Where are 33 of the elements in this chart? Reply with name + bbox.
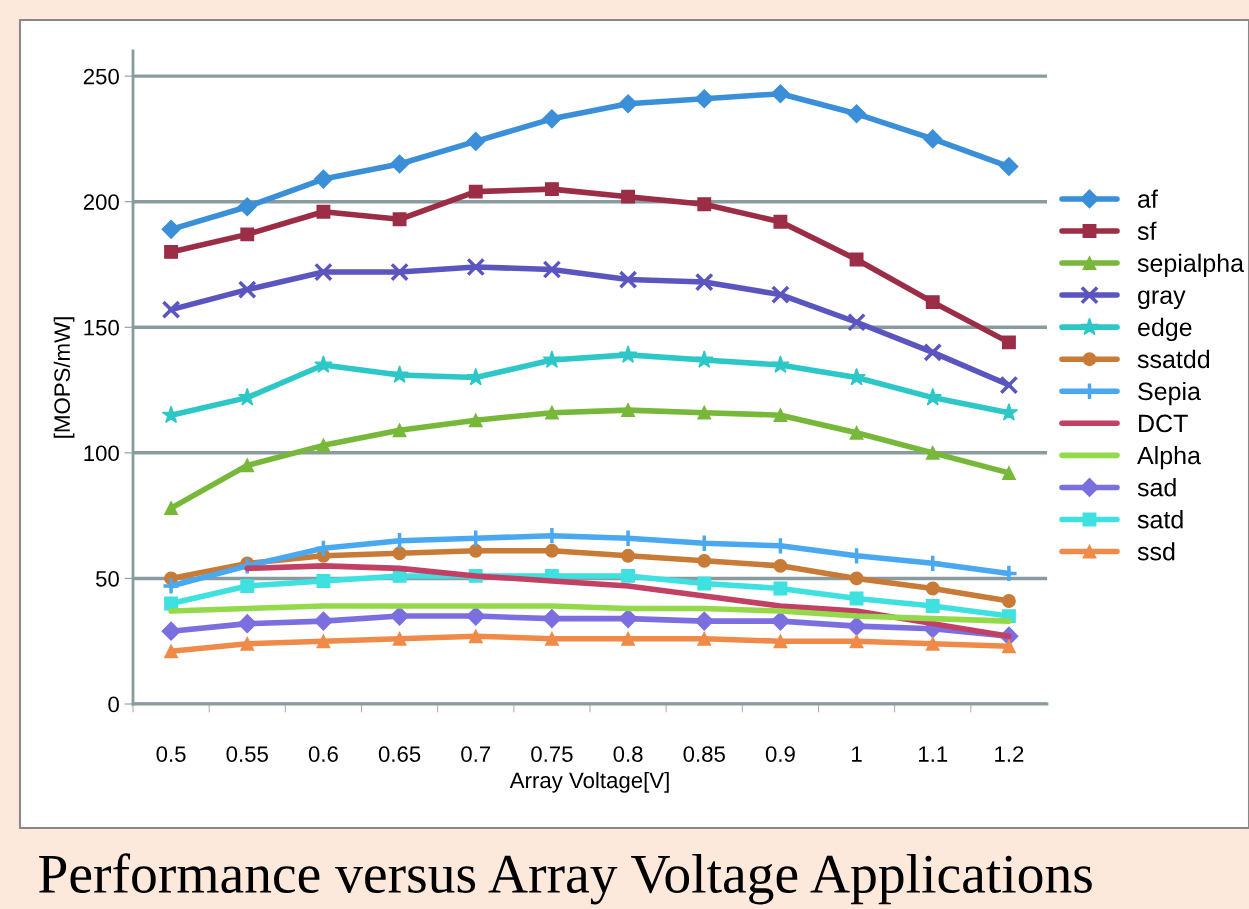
legend-label: ssatdd — [1137, 349, 1210, 369]
x-tick-label: 0.9 — [765, 746, 795, 762]
legend-label: ssd — [1137, 542, 1175, 561]
legend-label: Sepia — [1138, 381, 1201, 406]
legend-label: af — [1138, 189, 1158, 208]
x-tick-label: 1.1 — [919, 746, 948, 762]
x-tick-label: 0.5 — [156, 746, 186, 762]
legend-label: sf — [1137, 221, 1157, 240]
y-tick-label: 250 — [83, 68, 119, 85]
legend-label: DCT — [1139, 414, 1188, 433]
x-tick-label: 0.65 — [378, 746, 421, 762]
x-tick-label: 0.8 — [613, 746, 643, 762]
y-axis-title: [MOPS/mW] — [53, 317, 75, 438]
y-tick-label: 200 — [83, 194, 119, 210]
legend-label: gray — [1138, 290, 1186, 310]
legend-label: sad — [1137, 478, 1176, 497]
y-tick-label: 0 — [108, 696, 119, 713]
x-tick-label: 0.7 — [461, 746, 491, 762]
y-tick-label: 100 — [84, 445, 119, 462]
text: Performance versus Array Voltage Applications — [39, 853, 1092, 905]
y-tick-label: 150 — [84, 319, 119, 336]
x-tick-label: 0.55 — [226, 746, 268, 762]
x-tick-label: 1.2 — [995, 746, 1024, 762]
x-tick-label: 1 — [852, 746, 862, 762]
x-axis-title: Array Voltage[V] — [509, 771, 669, 793]
x-tick-label: 0.6 — [308, 746, 338, 762]
legend-label: Alpha — [1137, 445, 1201, 470]
x-tick-label: 0.75 — [531, 746, 573, 762]
legend-label: edge — [1138, 317, 1192, 342]
x-tick-label: 0.85 — [683, 746, 725, 762]
y-tick-label: 50 — [95, 570, 119, 587]
legend-label: satd — [1137, 510, 1183, 529]
legend-label: sepialpha — [1137, 253, 1245, 277]
